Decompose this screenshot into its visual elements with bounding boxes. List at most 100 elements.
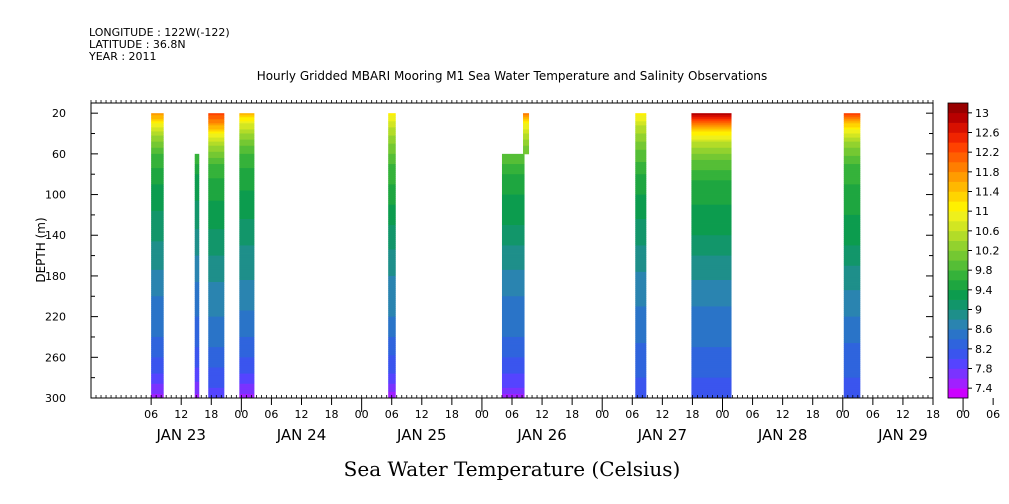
profile-cell	[843, 157, 861, 161]
profile-cell	[208, 334, 225, 338]
profile-cell	[239, 121, 255, 124]
profile-cell	[208, 133, 225, 136]
profile-cell	[151, 269, 164, 273]
latitude-label: LATITUDE : 36.8N	[89, 38, 186, 51]
profile-cell	[691, 385, 732, 389]
profile-cell	[208, 261, 225, 265]
profile-cell	[388, 324, 396, 328]
profile-cell	[843, 259, 861, 263]
profile-cell	[501, 259, 525, 263]
profile-cell	[239, 123, 255, 126]
profile-cell	[691, 231, 732, 234]
profile-cell	[501, 178, 525, 181]
profile-cell	[239, 316, 255, 320]
profile-cell	[501, 322, 525, 326]
profile-cell	[388, 170, 396, 173]
profile-cell	[843, 139, 861, 143]
profile-cell	[239, 375, 255, 379]
profile-cell	[635, 261, 647, 265]
profile-cell	[208, 341, 225, 344]
profile-cell	[501, 320, 525, 324]
profile-cell	[691, 343, 732, 346]
profile-cell	[388, 379, 396, 383]
profile-cell	[635, 273, 647, 277]
x-hour-label: 18	[445, 408, 459, 421]
profile-cell	[691, 304, 732, 307]
profile-cell	[843, 284, 861, 287]
profile-cell	[843, 288, 861, 291]
profile-cell	[691, 259, 732, 263]
profile-cell	[388, 216, 396, 220]
profile-cell	[691, 241, 732, 244]
profile-cell	[151, 294, 164, 297]
profile-cell	[208, 221, 225, 224]
profile-cell	[635, 117, 647, 120]
profile-cell	[843, 379, 861, 383]
profile-cell	[388, 275, 396, 279]
profile-cell	[194, 304, 200, 307]
profile-cell	[151, 361, 164, 364]
profile-cell	[388, 280, 396, 283]
profile-cell	[843, 174, 861, 177]
profile-cell	[194, 223, 200, 226]
profile-cell	[151, 155, 164, 159]
profile-cell	[501, 341, 525, 344]
profile-cell	[194, 377, 200, 381]
profile-cell	[208, 369, 225, 372]
profile-cell	[635, 255, 647, 259]
profile-cell	[501, 241, 525, 244]
profile-cell	[194, 221, 200, 224]
profile-cell	[208, 363, 225, 366]
profile-cell	[388, 267, 396, 271]
profile-cell	[194, 188, 200, 191]
profile-cell	[194, 349, 200, 352]
profile-cell	[388, 115, 396, 118]
profile-cell	[635, 202, 647, 206]
profile-cell	[388, 269, 396, 273]
profile-cell	[501, 345, 525, 348]
profile-cell	[388, 375, 396, 379]
profile-cell	[239, 218, 255, 222]
profile-cell	[501, 225, 525, 228]
profile-cell	[691, 341, 732, 344]
profile-cell	[843, 310, 861, 313]
profile-cell	[194, 265, 200, 269]
profile-cell	[194, 330, 200, 334]
temperature-profiles	[151, 113, 861, 399]
profile-cell	[388, 351, 396, 354]
profile-cell	[208, 168, 225, 171]
profile-cell	[691, 123, 732, 126]
profile-cell	[691, 237, 732, 240]
profile-cell	[635, 365, 647, 368]
profile-cell	[691, 115, 732, 118]
profile-cell	[239, 141, 255, 145]
profile-cell	[635, 257, 647, 261]
profile-cell	[501, 200, 525, 204]
profile-cell	[239, 192, 255, 195]
colorbar-swatch	[948, 152, 968, 163]
profile-cell	[151, 389, 164, 393]
x-hour-label: 00	[836, 408, 850, 421]
profile-cell	[151, 298, 164, 301]
profile-cell	[388, 184, 396, 187]
profile-cell	[194, 282, 200, 285]
x-hour-label: 00	[234, 408, 248, 421]
profile-cell	[501, 164, 525, 167]
profile-cell	[691, 310, 732, 313]
profile-cell	[388, 265, 396, 269]
profile-cell	[388, 235, 396, 238]
profile-cell	[691, 387, 732, 391]
profile-cell	[691, 375, 732, 379]
profile-cell	[208, 328, 225, 332]
profile-cell	[388, 129, 396, 132]
profile-cell	[239, 263, 255, 267]
chart-title: Hourly Gridded MBARI Mooring M1 Sea Wate…	[257, 69, 768, 83]
profile-cell	[194, 296, 200, 299]
profile-cell	[208, 249, 225, 252]
profile-cell	[239, 290, 255, 293]
x-hour-label: 00	[475, 408, 489, 421]
profile-cell	[388, 326, 396, 330]
profile-cell	[239, 200, 255, 204]
profile-cell	[635, 157, 647, 161]
profile-cell	[691, 277, 732, 281]
